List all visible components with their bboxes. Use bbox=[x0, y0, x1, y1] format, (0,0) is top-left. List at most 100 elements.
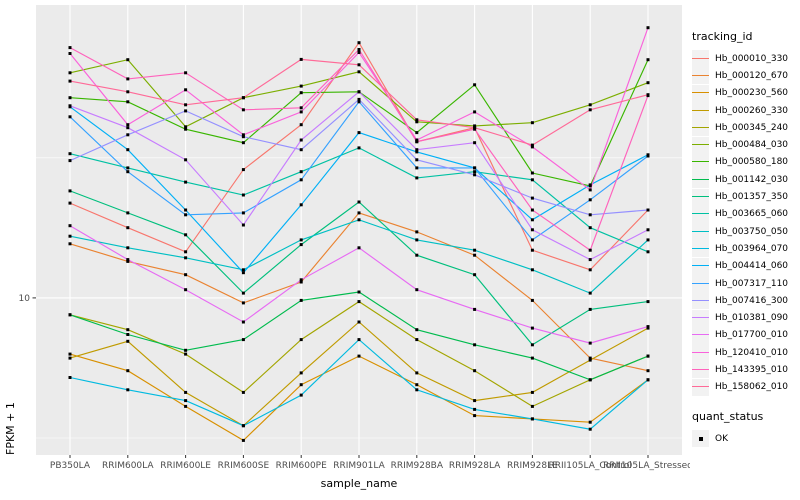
x-tick-label: RRIM928LA bbox=[449, 461, 501, 471]
data-point bbox=[415, 371, 419, 375]
legend-key bbox=[692, 50, 709, 68]
x-tick-label: RRIM928LE bbox=[507, 461, 558, 471]
data-point bbox=[184, 180, 188, 184]
series-color-line-icon bbox=[692, 178, 709, 180]
data-point bbox=[68, 115, 72, 119]
data-point bbox=[241, 338, 245, 342]
data-point bbox=[530, 143, 534, 147]
series-color-line-icon bbox=[692, 282, 709, 284]
data-point bbox=[530, 208, 534, 212]
data-point bbox=[357, 218, 361, 222]
data-point bbox=[415, 253, 419, 257]
data-point bbox=[357, 146, 361, 150]
data-point bbox=[241, 424, 245, 428]
legend-key bbox=[692, 326, 709, 344]
data-point bbox=[241, 135, 245, 139]
series-color-line-icon bbox=[692, 386, 709, 388]
data-point bbox=[184, 109, 188, 113]
legend-item: Hb_007416_300 bbox=[692, 292, 798, 310]
legend-tracking-title: tracking_id bbox=[692, 30, 753, 43]
data-point bbox=[184, 288, 188, 292]
x-tick-label: RRII105LA_Stressed bbox=[603, 461, 690, 471]
data-point bbox=[530, 238, 534, 242]
legend-item-label: Hb_000484_030 bbox=[715, 140, 789, 151]
data-point bbox=[473, 170, 477, 174]
data-point bbox=[357, 63, 361, 67]
data-point bbox=[473, 83, 477, 87]
data-point bbox=[299, 84, 303, 88]
data-point bbox=[415, 338, 419, 342]
data-point bbox=[126, 126, 130, 130]
x-axis-title: sample_name bbox=[320, 477, 398, 490]
data-point bbox=[530, 145, 534, 149]
legend-item-label: Hb_003964_070 bbox=[715, 243, 789, 254]
legend-key bbox=[692, 153, 709, 171]
data-point bbox=[473, 399, 477, 403]
data-point bbox=[415, 158, 419, 162]
data-point bbox=[126, 226, 130, 230]
data-point bbox=[184, 348, 188, 352]
data-point bbox=[68, 46, 72, 50]
data-point bbox=[473, 248, 477, 252]
series-color-line-icon bbox=[692, 161, 709, 163]
legend-item-label: Hb_003750_050 bbox=[715, 226, 789, 237]
data-point bbox=[241, 133, 245, 137]
data-point bbox=[473, 173, 477, 177]
data-point bbox=[241, 223, 245, 227]
legend-item-label: Hb_003665_060 bbox=[715, 209, 789, 220]
legend-key bbox=[692, 171, 709, 189]
data-point bbox=[473, 273, 477, 277]
data-point bbox=[184, 127, 188, 131]
legend-item-label: Hb_000230_560 bbox=[715, 88, 789, 99]
data-point bbox=[241, 168, 245, 172]
legend-item: Hb_004414_060 bbox=[692, 257, 798, 275]
legend-key bbox=[692, 102, 709, 120]
data-point bbox=[299, 338, 303, 342]
data-point bbox=[473, 307, 477, 311]
legend-item-label: Hb_158062_010 bbox=[715, 382, 789, 393]
data-point bbox=[184, 250, 188, 254]
series-color-line-icon bbox=[692, 126, 709, 128]
legend-item-quant-ok: OK bbox=[692, 430, 798, 448]
data-point bbox=[184, 213, 188, 217]
data-point bbox=[646, 208, 650, 212]
data-point bbox=[588, 248, 592, 252]
data-point bbox=[126, 58, 130, 62]
data-point bbox=[126, 211, 130, 215]
data-point bbox=[184, 233, 188, 237]
data-point bbox=[530, 298, 534, 302]
legend-item-label: Hb_000010_330 bbox=[715, 53, 789, 64]
series-color-line-icon bbox=[692, 334, 709, 336]
data-point bbox=[184, 404, 188, 408]
data-point bbox=[241, 390, 245, 394]
series-color-line-icon bbox=[692, 57, 709, 59]
series-color-line-icon bbox=[692, 109, 709, 111]
data-point bbox=[357, 131, 361, 135]
data-point bbox=[415, 238, 419, 242]
legend-item-label: Hb_004414_060 bbox=[715, 261, 789, 272]
data-point bbox=[588, 420, 592, 424]
data-point bbox=[126, 333, 130, 336]
legend-key bbox=[692, 344, 709, 362]
legend-item: Hb_120410_010 bbox=[692, 344, 798, 362]
data-point bbox=[588, 356, 592, 360]
legend-key bbox=[692, 84, 709, 102]
legend-key bbox=[692, 361, 709, 379]
data-point bbox=[241, 438, 245, 442]
plot-area: PB350LA RRIM600LA RRIM600LE RRIM600SE RRIM60… bbox=[19, 5, 690, 471]
legend-item: Hb_003964_070 bbox=[692, 240, 798, 258]
series-color-line-icon bbox=[692, 265, 709, 267]
data-point bbox=[530, 326, 534, 330]
data-point bbox=[357, 300, 361, 304]
legend-item-label: Hb_007317_110 bbox=[715, 278, 789, 289]
data-point bbox=[415, 138, 419, 142]
data-point bbox=[415, 328, 419, 332]
legend-key bbox=[692, 275, 709, 292]
data-point bbox=[588, 198, 592, 202]
data-point bbox=[473, 124, 477, 128]
data-point bbox=[184, 88, 188, 92]
data-point bbox=[357, 290, 361, 294]
data-point bbox=[299, 91, 303, 95]
data-point bbox=[530, 196, 534, 200]
